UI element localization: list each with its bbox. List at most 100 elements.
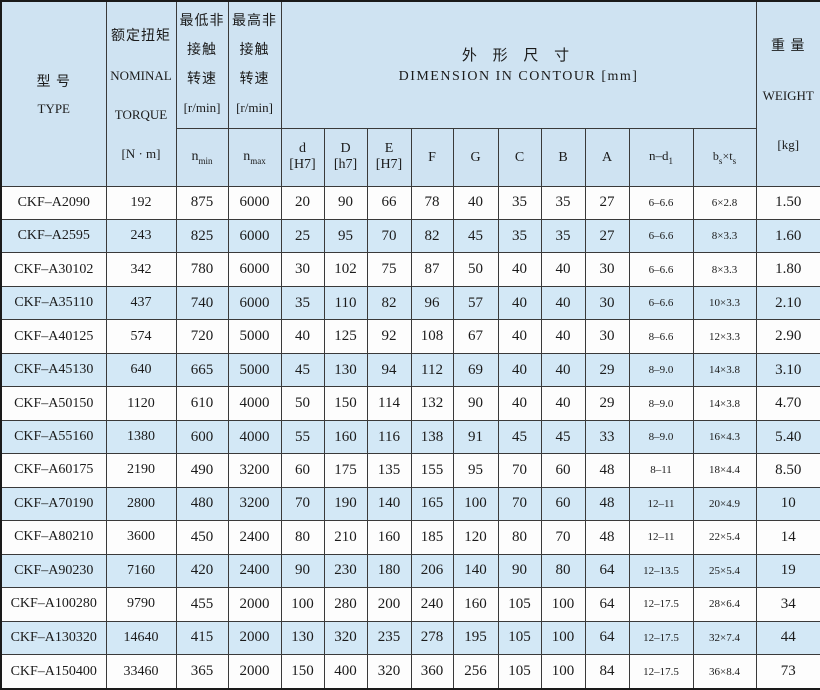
cell-nmax: 5000 bbox=[227, 352, 282, 388]
cell-E: 235 bbox=[366, 620, 412, 656]
cell-nmax: 6000 bbox=[227, 218, 282, 254]
cell-type: CKF–A100280 bbox=[0, 587, 107, 622]
cell-nmax: 2000 bbox=[227, 620, 282, 656]
cell-weight: 14 bbox=[755, 520, 820, 555]
weight-label-en: WEIGHT bbox=[762, 87, 814, 103]
cell-G: 67 bbox=[452, 319, 499, 354]
cell-B: 40 bbox=[540, 386, 586, 421]
cell-nd1: 6–6.6 bbox=[628, 285, 694, 321]
cell-B: 35 bbox=[540, 185, 586, 220]
cell-nmax: 6000 bbox=[227, 185, 282, 220]
cell-B: 100 bbox=[540, 654, 586, 690]
cell-d: 45 bbox=[280, 352, 325, 388]
cell-A: 64 bbox=[584, 587, 630, 622]
cell-torque: 342 bbox=[105, 252, 177, 287]
cell-F: 132 bbox=[410, 386, 454, 421]
col-header-nmax-symbol: nmax bbox=[227, 127, 282, 187]
cell-type: CKF–A50150 bbox=[0, 386, 107, 421]
cell-B: 35 bbox=[540, 218, 586, 254]
cell-D: 90 bbox=[323, 185, 368, 220]
cell-nd1: 12–17.5 bbox=[628, 620, 694, 656]
cell-D: 160 bbox=[323, 419, 368, 455]
cell-nd1: 12–13.5 bbox=[628, 553, 694, 589]
cell-A: 48 bbox=[584, 486, 630, 522]
cell-nmax: 6000 bbox=[227, 285, 282, 321]
cell-G: 69 bbox=[452, 352, 499, 388]
cell-type: CKF–A2090 bbox=[0, 185, 107, 220]
cell-bt: 6×2.8 bbox=[692, 185, 757, 220]
cell-B: 40 bbox=[540, 252, 586, 287]
cell-torque: 2190 bbox=[105, 453, 177, 488]
cell-weight: 1.80 bbox=[755, 252, 820, 287]
table-body: CKF–A2090 192 875 6000 20 90 66 78 40 35 35 27 6–6.6… bbox=[0, 185, 820, 690]
cell-C: 105 bbox=[497, 620, 542, 656]
cell-E: 160 bbox=[366, 520, 412, 555]
torque-unit: [N · m] bbox=[121, 146, 161, 162]
cell-D: 175 bbox=[323, 453, 368, 488]
nmax-label-zh2: 接触 bbox=[239, 43, 270, 59]
cell-E: 116 bbox=[366, 419, 412, 455]
cell-D: 150 bbox=[323, 386, 368, 421]
table-row: CKF–A30102 342 780 6000 30 102 75 87 50 40 40 30 6–6… bbox=[0, 252, 820, 287]
cell-G: 91 bbox=[452, 419, 499, 455]
cell-d: 100 bbox=[280, 587, 325, 622]
cell-F: 82 bbox=[410, 218, 454, 254]
cell-E: 135 bbox=[366, 453, 412, 488]
cell-F: 240 bbox=[410, 587, 454, 622]
cell-nd1: 6–6.6 bbox=[628, 252, 694, 287]
dimension-label-zh: 外 形 尺 寸 bbox=[461, 48, 576, 65]
cell-nmin: 875 bbox=[175, 185, 229, 220]
cell-E: 75 bbox=[366, 252, 412, 287]
cell-E: 140 bbox=[366, 486, 412, 522]
cell-nd1: 8–6.6 bbox=[628, 319, 694, 354]
table-row: CKF–A50150 1120 610 4000 50 150 114 132 90 40 40 29… bbox=[0, 386, 820, 421]
cell-nd1: 8–9.0 bbox=[628, 419, 694, 455]
cell-type: CKF–A2595 bbox=[0, 218, 107, 254]
col-header-torque: 额定扭矩 NOMINAL TORQUE [N · m] bbox=[105, 0, 177, 187]
cell-nmin: 825 bbox=[175, 218, 229, 254]
col-header-F: F bbox=[410, 127, 454, 187]
cell-torque: 9790 bbox=[105, 587, 177, 622]
cell-E: 200 bbox=[366, 587, 412, 622]
col-header-G: G bbox=[452, 127, 499, 187]
table-row: CKF–A60175 2190 490 3200 60 175 135 155 95 70 60 48… bbox=[0, 453, 820, 488]
cell-D: 110 bbox=[323, 285, 368, 321]
cell-F: 96 bbox=[410, 285, 454, 321]
cell-D: 102 bbox=[323, 252, 368, 287]
cell-weight: 8.50 bbox=[755, 453, 820, 488]
cell-A: 30 bbox=[584, 319, 630, 354]
col-header-dimension: 外 形 尺 寸 DIMENSION IN CONTOUR [mm] bbox=[280, 0, 757, 129]
cell-nmin: 420 bbox=[175, 553, 229, 589]
cell-B: 60 bbox=[540, 453, 586, 488]
cell-nmin: 740 bbox=[175, 285, 229, 321]
cell-F: 155 bbox=[410, 453, 454, 488]
table-row: CKF–A70190 2800 480 3200 70 190 140 165 100 70 60 4… bbox=[0, 486, 820, 522]
cell-nmin: 610 bbox=[175, 386, 229, 421]
cell-weight: 5.40 bbox=[755, 419, 820, 455]
cell-nmax: 2400 bbox=[227, 520, 282, 555]
cell-weight: 44 bbox=[755, 620, 820, 656]
cell-weight: 3.10 bbox=[755, 352, 820, 388]
cell-B: 80 bbox=[540, 553, 586, 589]
torque-label-en2: TORQUE bbox=[114, 107, 168, 123]
cell-nmin: 415 bbox=[175, 620, 229, 656]
cell-G: 57 bbox=[452, 285, 499, 321]
cell-d: 80 bbox=[280, 520, 325, 555]
cell-d: 70 bbox=[280, 486, 325, 522]
cell-nd1: 8–9.0 bbox=[628, 386, 694, 421]
cell-nmin: 665 bbox=[175, 352, 229, 388]
cell-F: 87 bbox=[410, 252, 454, 287]
cell-weight: 34 bbox=[755, 587, 820, 622]
cell-C: 105 bbox=[497, 654, 542, 690]
nmin-label-zh1: 最低非 bbox=[179, 14, 225, 30]
cell-A: 64 bbox=[584, 553, 630, 589]
cell-type: CKF–A150400 bbox=[0, 654, 107, 690]
cell-B: 100 bbox=[540, 620, 586, 656]
cell-G: 100 bbox=[452, 486, 499, 522]
cell-torque: 1120 bbox=[105, 386, 177, 421]
cell-G: 50 bbox=[452, 252, 499, 287]
cell-B: 40 bbox=[540, 352, 586, 388]
table-row: CKF–A90230 7160 420 2400 90 230 180 206 140 90 80 6… bbox=[0, 553, 820, 589]
cell-bt: 8×3.3 bbox=[692, 218, 757, 254]
